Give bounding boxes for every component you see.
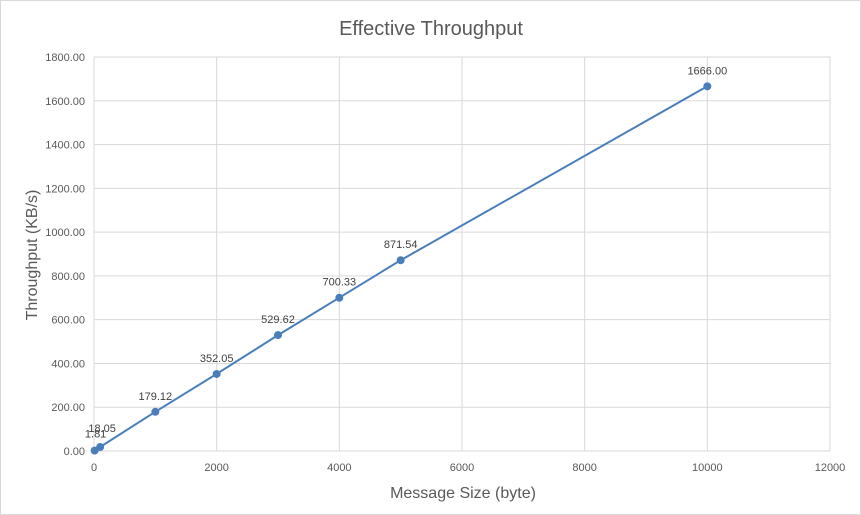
data-point	[274, 331, 282, 340]
data-label: 1666.00	[687, 65, 727, 77]
y-tick-label: 1200.00	[45, 183, 85, 195]
data-point	[96, 443, 105, 452]
x-tick-label: 10000	[692, 462, 723, 474]
series-line	[94, 85, 708, 452]
series-throughput	[90, 82, 712, 455]
data-label: 18.05	[88, 423, 116, 435]
data-point	[90, 446, 99, 455]
data-label: 352.05	[200, 353, 234, 365]
data-label: 179.12	[139, 391, 173, 403]
data-label: 700.33	[323, 277, 357, 289]
y-tick-label: 1600.00	[45, 96, 85, 108]
x-tick-label: 8000	[572, 462, 596, 474]
data-point	[212, 369, 221, 378]
chart-title: Effective Throughput	[339, 18, 523, 40]
data-point	[396, 256, 405, 265]
data-point	[703, 82, 712, 91]
y-tick-label: 1800.00	[45, 52, 85, 64]
data-point	[151, 407, 160, 416]
y-tick-labels: 0.00 200.00 400.00 600.00 800.00 1000.00 1200.…	[45, 52, 85, 458]
y-tick-label: 0.00	[64, 446, 85, 458]
x-tick-label: 6000	[450, 462, 474, 474]
y-tick-label: 600.00	[51, 315, 85, 327]
y-axis-title: Throughput (KB/s)	[24, 190, 41, 321]
x-axis-title: Message Size (byte)	[390, 485, 536, 502]
y-tick-label: 1400.00	[45, 140, 85, 152]
x-tick-label: 0	[91, 462, 97, 474]
x-tick-labels: 0 2000 4000 6000 8000 10000 12000	[91, 462, 845, 474]
x-tick-label: 4000	[327, 462, 351, 474]
y-tick-label: 400.00	[51, 358, 85, 370]
data-label: 1.81	[85, 429, 106, 441]
x-tick-label: 2000	[204, 462, 228, 474]
y-tick-label: 1000.00	[45, 227, 85, 239]
y-tick-label: 200.00	[51, 402, 85, 414]
data-label: 529.62	[261, 314, 295, 326]
gridlines	[93, 56, 831, 452]
y-tick-label: 800.00	[51, 271, 85, 283]
data-label: 871.54	[384, 239, 418, 251]
data-point	[335, 293, 344, 302]
x-tick-label: 12000	[815, 462, 846, 474]
